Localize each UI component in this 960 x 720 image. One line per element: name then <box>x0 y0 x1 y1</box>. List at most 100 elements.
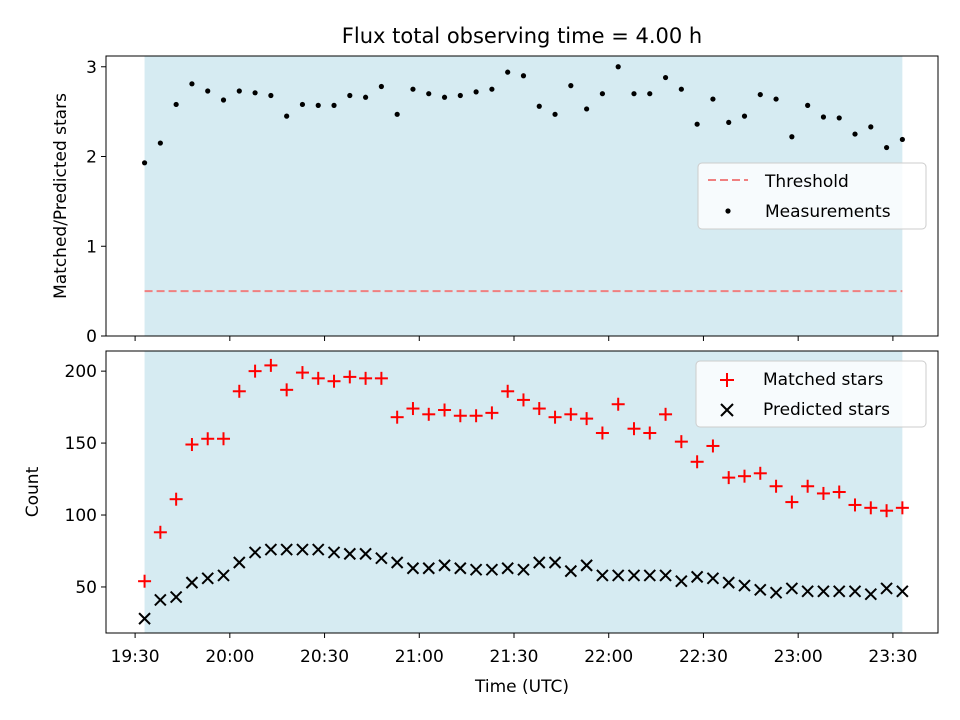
measurement-point <box>726 119 732 126</box>
predicted-star-point <box>438 559 451 572</box>
predicted-star-point <box>296 543 309 556</box>
predicted-star-point <box>864 587 878 601</box>
matched-star-point <box>864 501 878 515</box>
matched-star-point <box>801 479 815 493</box>
measurement-point <box>599 91 606 97</box>
predicted-star-point <box>390 556 404 569</box>
measurement-point <box>678 86 684 92</box>
measurement-point <box>883 144 890 151</box>
matched-star-point <box>501 384 515 398</box>
measurement-point <box>362 94 369 100</box>
measurement-point <box>141 160 148 166</box>
matched-star-point <box>564 407 578 421</box>
predicted-star-point <box>848 585 862 598</box>
predicted-star-point <box>690 570 704 584</box>
matched-star-point <box>659 407 673 421</box>
count-y-axis-label: Count <box>23 466 43 517</box>
predicted-star-point <box>785 582 799 595</box>
predicted-star-point <box>248 546 262 559</box>
x-tick-label: 21:00 <box>395 647 444 667</box>
y-tick-label: 100 <box>65 506 97 526</box>
predicted-star-point <box>533 556 546 569</box>
matched-star-point <box>438 403 452 417</box>
x-tick-label: 20:00 <box>205 647 254 667</box>
matched-legend-label: Matched stars <box>763 370 883 390</box>
predicted-star-point <box>185 576 199 589</box>
ratio-legend-box <box>697 162 927 230</box>
measurement-point <box>410 86 416 92</box>
measurement-point <box>189 81 195 87</box>
matched-star-point <box>737 469 751 483</box>
y-tick-label: 3 <box>86 58 97 78</box>
ratio-y-ticks: 0 1 2 3 <box>86 58 106 347</box>
measurement-point <box>315 102 321 108</box>
predicted-star-point <box>817 585 830 598</box>
measurement-point <box>647 91 653 97</box>
ratio-y-axis-label: Matched/Predicted stars <box>51 93 71 299</box>
y-tick-label: 50 <box>75 578 97 598</box>
predicted-star-point <box>138 612 151 625</box>
predicted-star-point <box>169 590 183 604</box>
measurement-point <box>299 101 306 108</box>
y-tick-label: 150 <box>65 434 97 454</box>
measurement-point <box>378 83 384 90</box>
count-axes-frame <box>105 350 939 634</box>
count-y-ticks: 50 100 150 200 <box>65 362 106 598</box>
matched-star-point <box>690 455 704 469</box>
predicted-star-point <box>580 559 593 572</box>
matched-star-point <box>785 495 799 509</box>
predicted-star-point <box>880 582 893 595</box>
measurement-point <box>268 92 274 99</box>
matched-star-point <box>516 393 530 407</box>
predicted-star-point <box>375 551 388 565</box>
predicted-star-point <box>233 556 246 569</box>
predicted-star-point <box>706 572 720 585</box>
predicted-star-point <box>738 579 751 592</box>
matched-star-point <box>185 438 199 452</box>
predicted-legend-swatch <box>720 403 734 417</box>
measurement-point <box>520 73 527 79</box>
measurements-legend-label: Measurements <box>765 202 891 222</box>
predicted-star-point <box>343 547 357 561</box>
matched-star-point <box>138 574 152 588</box>
x-tick-label: 19:30 <box>111 647 160 667</box>
predicted-star-point <box>896 585 909 598</box>
matched-star-point <box>469 409 483 423</box>
matched-star-point <box>611 397 625 411</box>
measurement-point <box>473 89 479 95</box>
matched-star-point <box>280 383 294 397</box>
matched-star-point <box>311 371 325 385</box>
predicted-star-point <box>217 569 230 582</box>
x-tick-label: 23:30 <box>868 647 917 667</box>
matched-star-point <box>753 466 767 480</box>
predicted-star-point <box>327 546 341 559</box>
predicted-star-point <box>643 569 656 582</box>
predicted-star-point <box>501 562 514 575</box>
matched-star-point <box>359 371 373 385</box>
measurement-point <box>536 103 542 109</box>
predicted-star-point <box>801 585 814 598</box>
predicted-star-point <box>754 583 767 597</box>
y-tick-label: 1 <box>86 237 97 257</box>
measurement-point <box>694 121 700 127</box>
predicted-star-point <box>833 585 846 598</box>
threshold-legend-label: Threshold <box>764 172 849 192</box>
matched-star-point <box>248 364 262 378</box>
matched-star-point <box>627 422 641 436</box>
predicted-star-point <box>454 562 467 575</box>
matched-star-point <box>153 525 167 539</box>
predicted-star-point <box>564 564 578 578</box>
x-tick-label: 21:30 <box>490 647 539 667</box>
measurement-point <box>552 111 558 117</box>
predicted-star-point <box>769 586 783 599</box>
measurement-point <box>584 106 590 112</box>
predicted-star-point <box>548 556 562 569</box>
matched-star-point <box>848 498 862 512</box>
predicted-star-point <box>422 562 435 575</box>
measurement-point <box>773 96 779 102</box>
matched-star-point <box>374 371 388 385</box>
measurement-point <box>284 113 290 119</box>
matched-star-point <box>406 402 420 416</box>
matched-star-point <box>548 410 562 424</box>
measurement-point <box>568 83 574 89</box>
